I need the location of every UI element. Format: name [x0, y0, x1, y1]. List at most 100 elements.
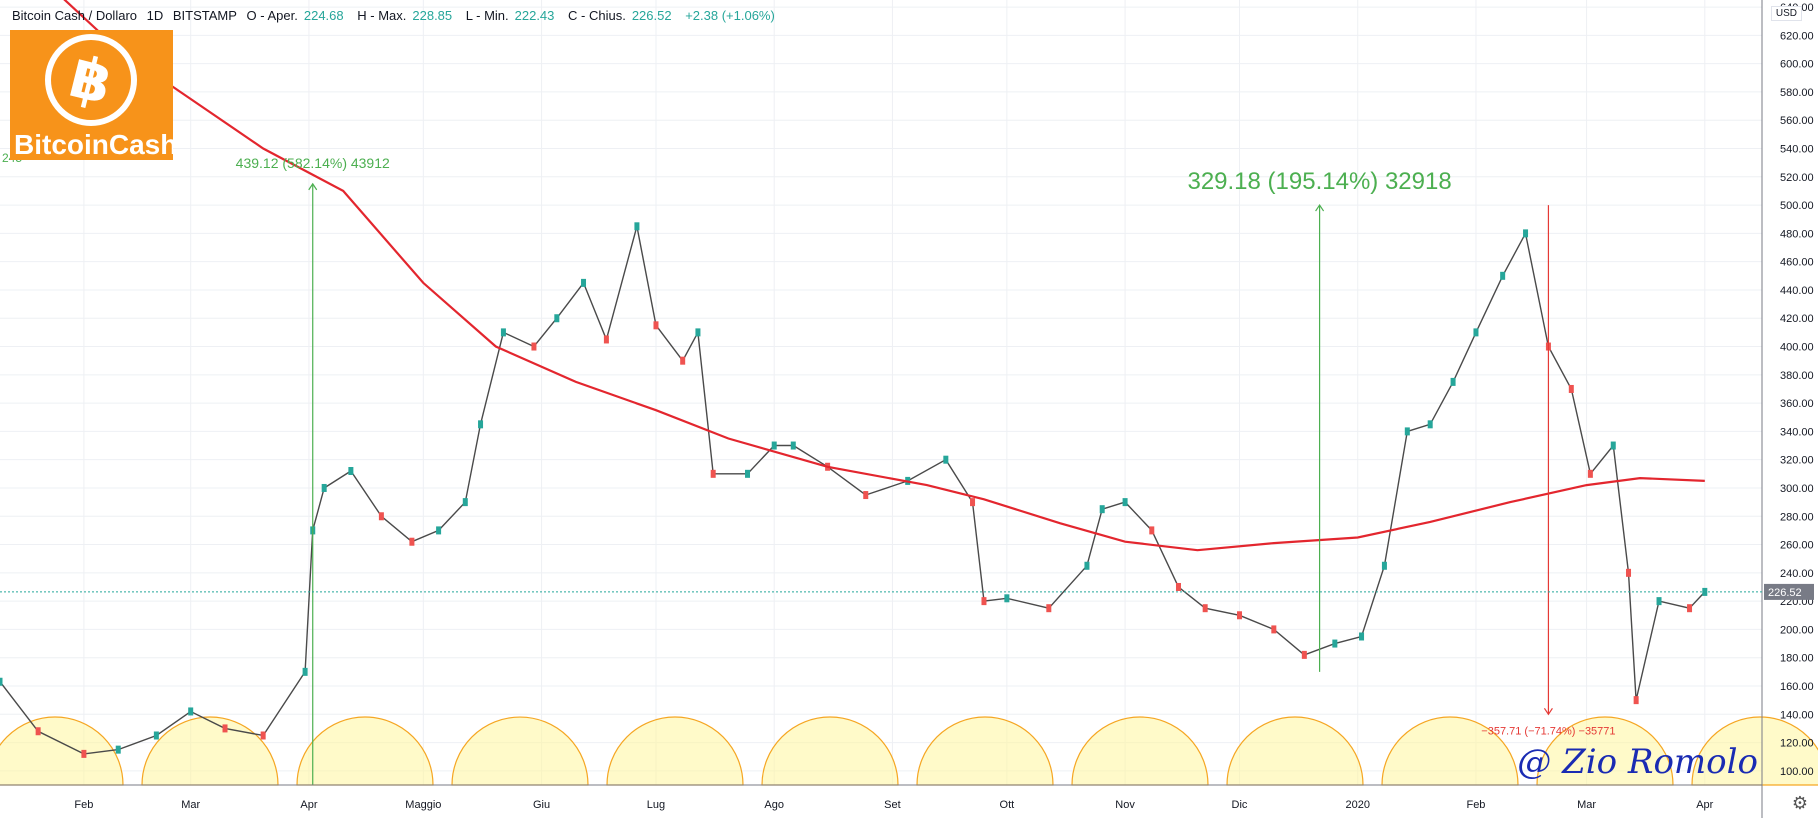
price-point [115, 745, 121, 754]
y-tick-label: 360.00 [1780, 398, 1814, 410]
price-point [409, 537, 415, 546]
y-tick-label: 380.00 [1780, 370, 1814, 382]
volume-bubble [1071, 716, 1209, 786]
x-tick-label: Maggio [405, 799, 441, 811]
price-point [653, 321, 659, 330]
price-point [1149, 526, 1155, 535]
price-point [1175, 582, 1181, 591]
y-tick-label: 160.00 [1780, 681, 1814, 693]
low-label: L - Min. [465, 8, 509, 23]
price-point [500, 328, 506, 337]
unit-tag: USD [1770, 6, 1802, 21]
x-tick-label: Feb [1466, 799, 1485, 811]
price-point [554, 314, 560, 323]
y-tick-label: 140.00 [1780, 709, 1814, 721]
y-tick-label: 280.00 [1780, 511, 1814, 523]
bitcoin-cash-logo: ฿ BitcoinCash [10, 30, 173, 160]
volume-bubble [606, 716, 744, 786]
exchange: BITSTAMP [172, 8, 237, 23]
price-point [81, 749, 87, 758]
measure-annotations: 439.12 (582.14%) 43912 329.18 (195.14%) 3… [2, 151, 1616, 785]
price-point [863, 491, 869, 500]
symbol-name[interactable]: Bitcoin Cash / Dollaro [12, 8, 137, 23]
volume-bubble [916, 716, 1054, 786]
close-value: 226.52 [631, 8, 672, 23]
x-tick-label: 2020 [1345, 799, 1369, 811]
y-tick-label: 100.00 [1780, 766, 1814, 778]
price-point [1271, 625, 1277, 634]
price-point [581, 278, 587, 287]
volume-bubble [141, 716, 279, 786]
gear-icon[interactable]: ⚙ [1791, 793, 1808, 814]
volume-bubble [1691, 716, 1818, 786]
price-point [1427, 420, 1433, 429]
x-tick-label: Dic [1232, 799, 1248, 811]
price-point [462, 498, 468, 507]
close-label: C - Chius. [568, 8, 626, 23]
price-point [531, 342, 537, 351]
price-point [478, 420, 484, 429]
price-point [680, 356, 686, 365]
measure-arrow [1543, 707, 1553, 716]
y-tick-label: 260.00 [1780, 540, 1814, 552]
y-tick-label: 520.00 [1780, 172, 1814, 184]
volume-bubble [296, 716, 434, 786]
volume-bubble [761, 716, 899, 786]
change-value: +2.38 (+1.06%) [685, 8, 775, 23]
x-tick-label: Set [884, 799, 901, 811]
interval[interactable]: 1D [146, 8, 164, 23]
price-point [1610, 441, 1616, 450]
price-point [970, 498, 976, 507]
price-point [1099, 505, 1105, 514]
volume-bubble [1381, 716, 1519, 786]
y-tick-label: 620.00 [1780, 30, 1814, 42]
price-point [771, 441, 777, 450]
logo-text-bitcoin: Bitcoin [14, 129, 109, 160]
high-label: H - Max. [357, 8, 407, 23]
price-point [1687, 604, 1693, 613]
x-tick-label: Nov [1115, 799, 1135, 811]
last-price-badge [1764, 583, 1814, 600]
x-tick-label: Apr [1696, 799, 1713, 811]
price-point [321, 483, 327, 492]
ma-series [63, 0, 1705, 552]
price-point [1046, 604, 1052, 613]
price-point [1332, 639, 1338, 648]
x-tick-label: Feb [74, 799, 93, 811]
y-tick-label: 240.00 [1780, 568, 1814, 580]
y-tick-label: 500.00 [1780, 200, 1814, 212]
watermark: @ Zio Romolo [1517, 742, 1758, 782]
logo-text-cash: Cash [109, 129, 173, 160]
last-price-label: 226.52 [1768, 587, 1802, 599]
y-tick-label: 600.00 [1780, 59, 1814, 71]
y-tick-label: 560.00 [1780, 115, 1814, 127]
x-tick-label: Ago [764, 799, 784, 811]
price-point [1523, 229, 1529, 238]
price-point [260, 731, 266, 740]
x-tick-label: Giu [533, 799, 550, 811]
price-point [695, 328, 701, 337]
y-tick-label: 480.00 [1780, 228, 1814, 240]
high-value: 228.85 [412, 8, 453, 23]
price-point [1568, 384, 1574, 393]
price-point [1404, 427, 1410, 436]
price-point [1626, 568, 1632, 577]
price-point [745, 469, 751, 478]
price-point [0, 677, 3, 686]
volume-bubbles [0, 716, 1818, 786]
y-tick-label: 120.00 [1780, 738, 1814, 750]
y-tick-label: 420.00 [1780, 313, 1814, 325]
y-tick-label: 440.00 [1780, 285, 1814, 297]
open-label: O - Aper. [246, 8, 298, 23]
volume-bubble [451, 716, 589, 786]
y-tick-label: 340.00 [1780, 426, 1814, 438]
x-tick-label: Ott [1000, 799, 1015, 811]
measure-label: −357.71 (−71.74%) −35771 [1481, 725, 1615, 737]
chart-grid [0, 0, 1762, 785]
chart-header: Bitcoin Cash / Dollaro 1D BITSTAMP O - A… [12, 8, 785, 23]
price-point [378, 512, 384, 521]
price-point [1587, 469, 1593, 478]
